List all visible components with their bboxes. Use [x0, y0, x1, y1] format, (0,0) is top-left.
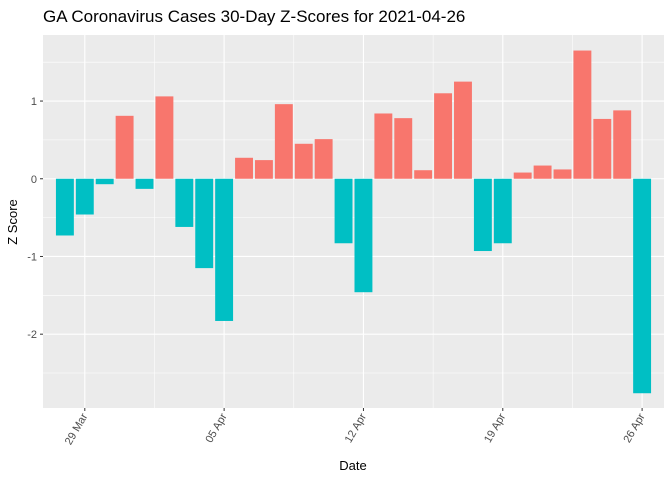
bar-2021-04-10 — [314, 139, 333, 179]
bar-2021-03-29 — [75, 178, 94, 215]
x-tick-label: 29 Mar — [63, 411, 91, 447]
x-tick-label: 05 Apr — [203, 411, 229, 445]
bar-2021-04-08 — [274, 104, 293, 179]
bar-2021-04-18 — [473, 178, 492, 252]
bar-2021-04-17 — [454, 81, 472, 179]
x-axis-title: Date — [339, 458, 366, 473]
bar-2021-04-16 — [434, 93, 453, 179]
bar-2021-04-01 — [135, 178, 154, 189]
bar-2021-03-31 — [115, 115, 134, 179]
bar-2021-03-28 — [55, 178, 74, 236]
chart-title: GA Coronavirus Cases 30-Day Z-Scores for… — [43, 7, 466, 26]
grid-minor — [43, 35, 664, 408]
y-axis-title: Z Score — [5, 199, 20, 245]
plot-panel — [43, 35, 664, 408]
bar-2021-04-05 — [215, 178, 234, 321]
bar-2021-04-03 — [175, 178, 194, 227]
bar-2021-04-12 — [354, 178, 373, 293]
bar-2021-04-26 — [633, 178, 652, 394]
bar-2021-04-24 — [593, 118, 612, 179]
bar-2021-04-21 — [533, 165, 552, 179]
bar-2021-03-30 — [95, 178, 114, 185]
bar-2021-04-20 — [513, 172, 532, 179]
x-tick-label: 19 Apr — [482, 411, 508, 445]
y-tick-label: -2 — [27, 329, 37, 341]
bar-2021-04-14 — [394, 118, 413, 179]
bar-2021-04-15 — [414, 170, 433, 179]
bar-2021-04-23 — [573, 50, 592, 179]
y-tick-label: 1 — [31, 96, 37, 108]
bar-2021-04-06 — [235, 157, 253, 179]
bar-2021-04-19 — [493, 178, 512, 244]
y-tick-label: -1 — [27, 251, 37, 263]
bar-2021-04-09 — [294, 143, 313, 179]
bar-2021-04-13 — [374, 113, 393, 179]
bar-2021-04-11 — [334, 178, 353, 244]
bar-2021-04-22 — [553, 169, 572, 179]
x-tick-label: 12 Apr — [343, 411, 369, 445]
bar-2021-04-02 — [155, 96, 174, 179]
bar-2021-04-25 — [613, 110, 632, 179]
y-axis: -2 -1 0 1 — [27, 96, 43, 341]
bar-2021-04-07 — [254, 160, 273, 179]
x-tick-label: 26 Apr — [621, 411, 647, 445]
bars — [55, 50, 652, 394]
y-tick-label: 0 — [31, 174, 37, 186]
bar-2021-04-04 — [195, 178, 214, 269]
x-axis: 29 Mar 05 Apr 12 Apr 19 Apr 26 Apr — [63, 408, 648, 447]
